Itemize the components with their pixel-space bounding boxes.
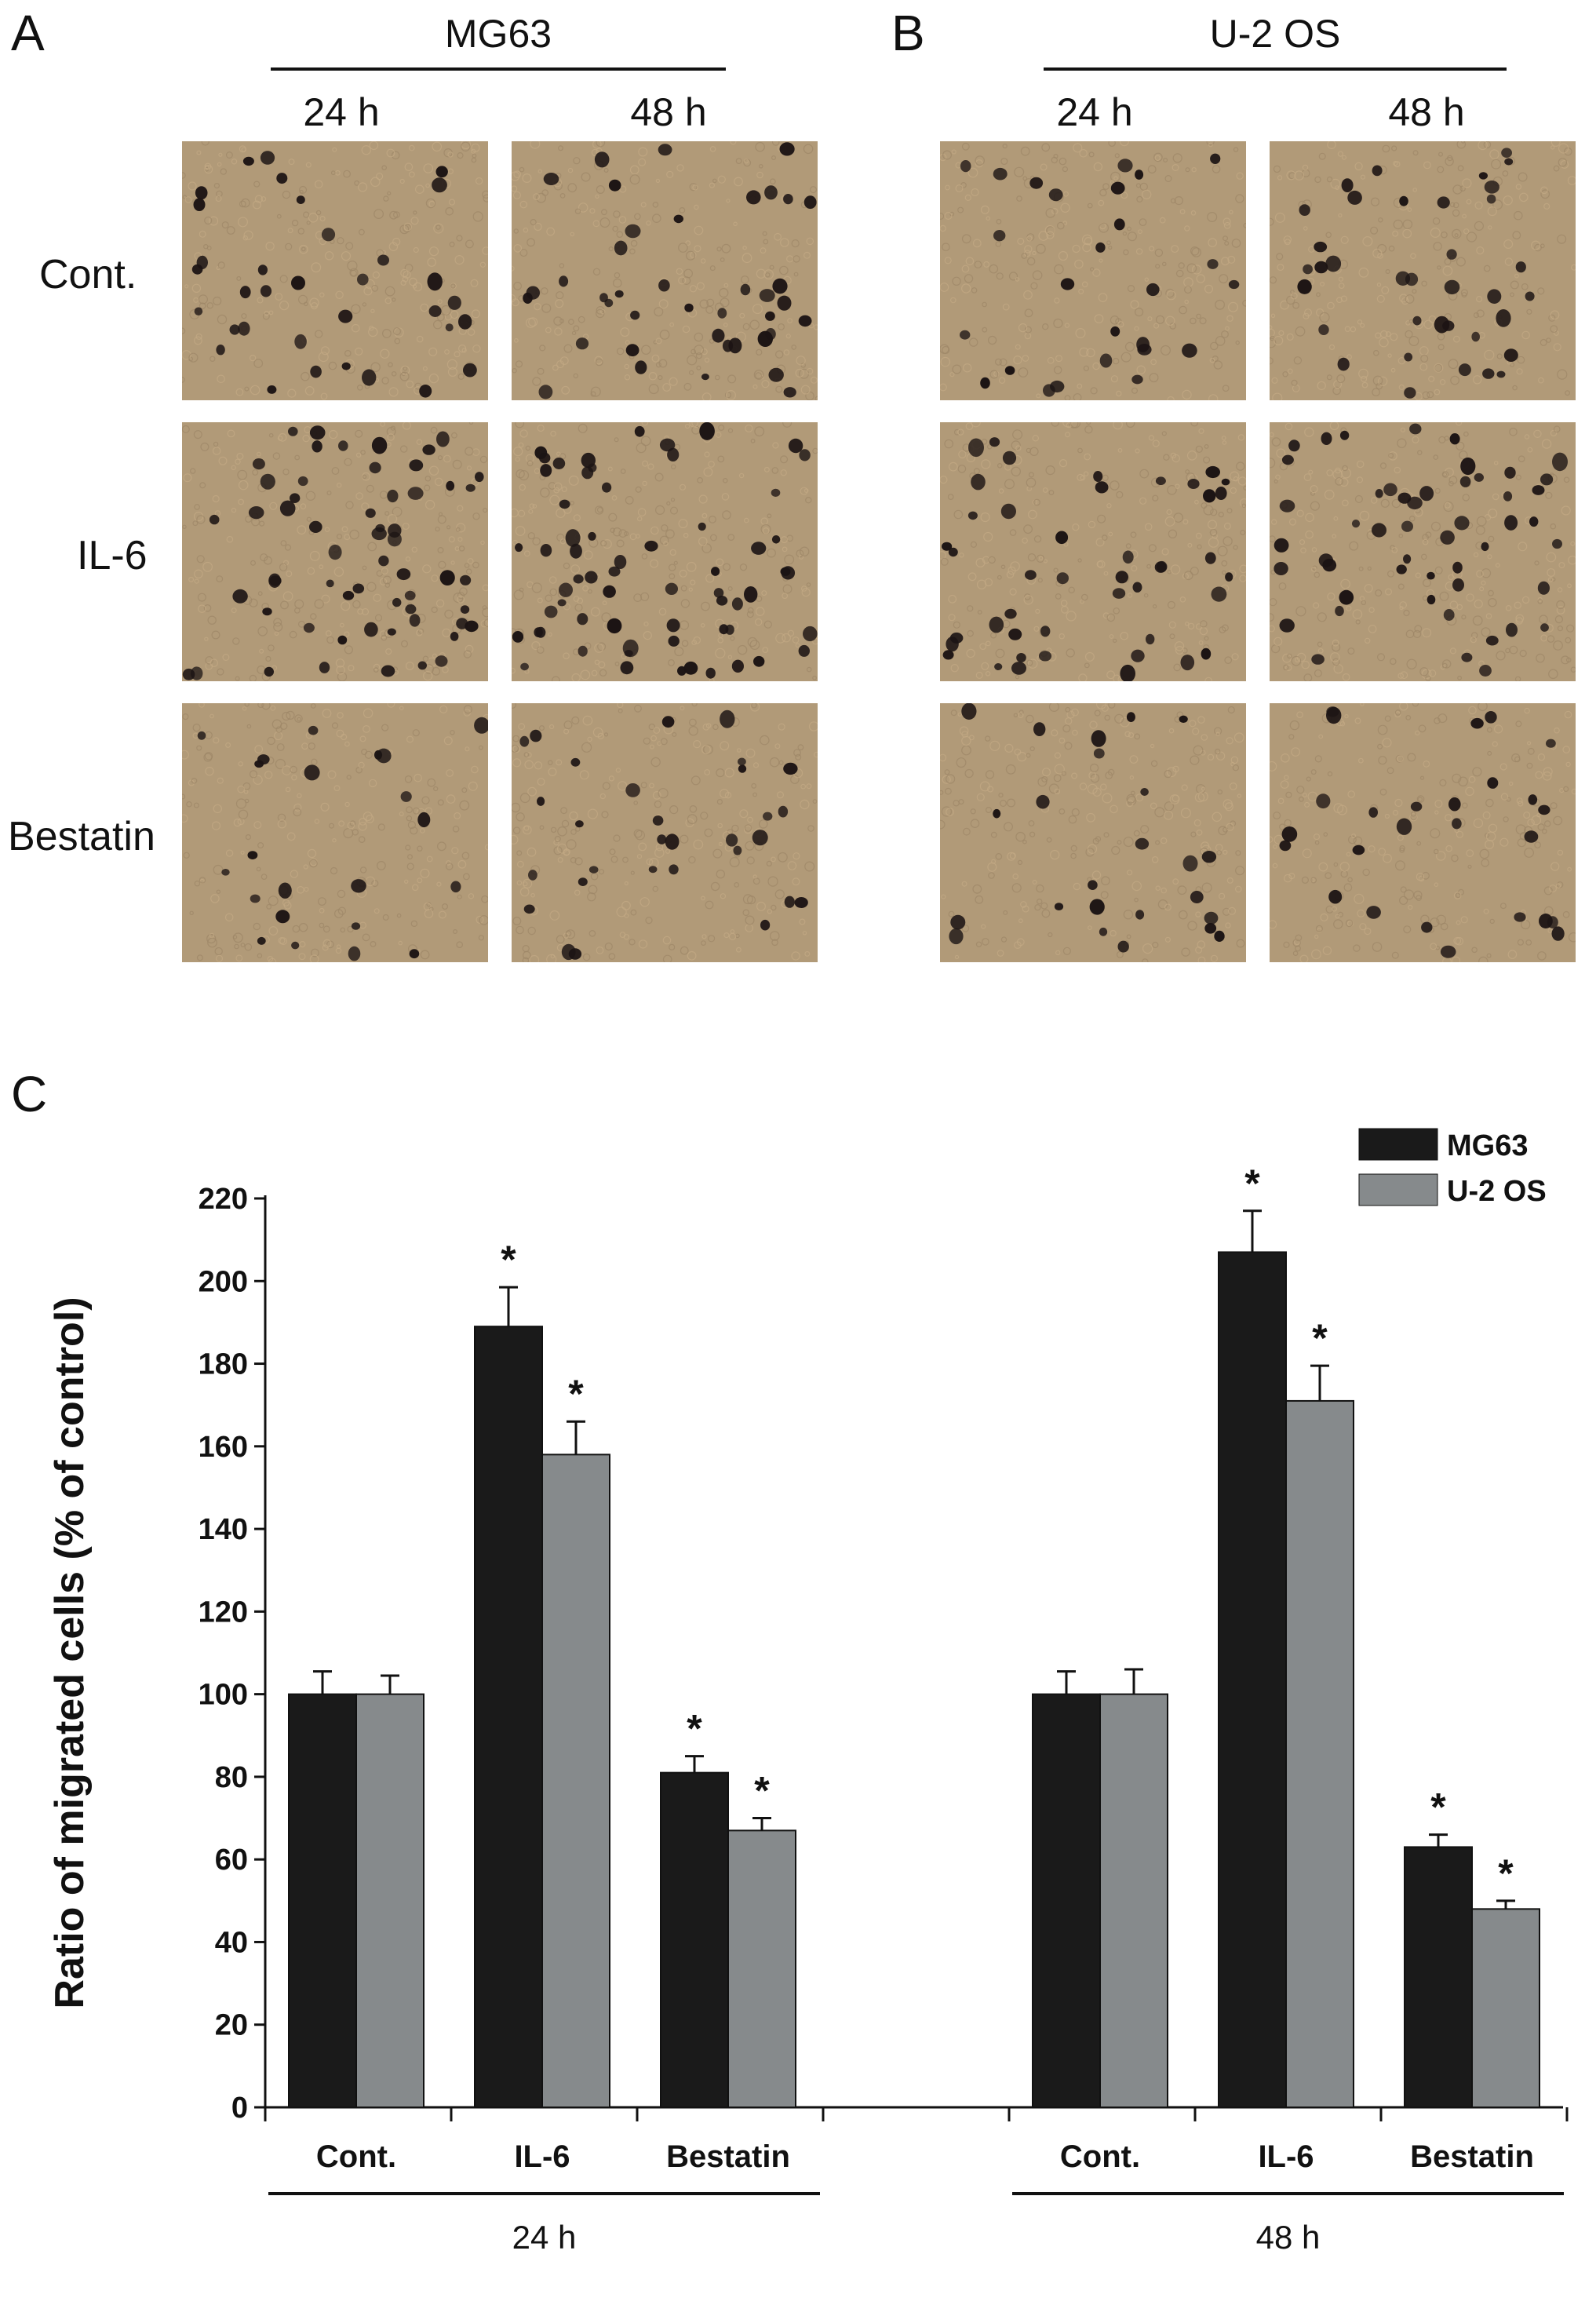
panel-a-time-48h: 48 h [630, 90, 707, 134]
micrograph-mg63-48h-cont [512, 141, 818, 400]
bar-u2os-bestatin-48h [1471, 1908, 1540, 2108]
significance-star: * [754, 1769, 770, 1813]
panel-b-letter: B [891, 5, 925, 61]
micrograph-image [182, 141, 488, 400]
migration-bar-chart: 0 20 40 60 80 100 120 140 160 180 200 220 Ratio of m… [47, 1128, 1569, 2256]
micrograph-mg63-48h-il6 [512, 422, 818, 681]
panel-b-time-48h: 48 h [1388, 90, 1465, 134]
bar-u2os-il6-48h [1285, 1399, 1354, 2109]
y-tick-label: 220 [199, 1183, 248, 1216]
significance-star: * [568, 1372, 584, 1416]
y-tick-label: 100 [199, 1679, 248, 1712]
panel-a-cell-line: MG63 [444, 12, 552, 56]
micrograph-mg63-48h-bestatin [512, 703, 818, 962]
legend-swatch [1358, 1128, 1438, 1161]
bar-mg63-il6-48h [1218, 1251, 1287, 2109]
y-tick-label: 60 [215, 1844, 248, 1877]
row-label-cont: Cont. [39, 252, 137, 297]
x-category-label: Cont. [1060, 2139, 1140, 2174]
micrograph-mg63-24h-bestatin [182, 703, 488, 962]
y-axis-title: Ratio of migrated cells (% of control) [47, 1297, 93, 2008]
y-tick-label: 40 [215, 1926, 248, 1959]
micrograph-image [182, 422, 488, 681]
panel-b-rule [1044, 67, 1507, 71]
micrograph-u2os-48h-cont [1270, 141, 1576, 400]
micrograph-image [512, 703, 818, 962]
y-tick-label: 180 [199, 1348, 248, 1381]
panel-a-time-24h: 24 h [303, 90, 380, 134]
micrograph-u2os-24h-il6 [940, 422, 1246, 681]
bar-mg63-il6-24h [474, 1326, 543, 2108]
significance-star: * [1244, 1162, 1260, 1206]
y-tick-label: 0 [231, 2092, 248, 2125]
bar-mg63-cont-24h [288, 1693, 357, 2108]
micrograph-image [1270, 422, 1576, 681]
bar-mg63-cont-48h [1032, 1693, 1101, 2108]
group-label: 48 h [1256, 2219, 1321, 2256]
bar-mg63-bestatin-48h [1404, 1846, 1473, 2109]
micrograph-image [182, 703, 488, 962]
group-label: 24 h [512, 2219, 577, 2256]
significance-star: * [1430, 1786, 1446, 1829]
panel-a-rule [271, 67, 726, 71]
y-tick-label: 160 [199, 1431, 248, 1464]
panel-c-letter: C [11, 1066, 48, 1122]
row-label-bestatin: Bestatin [8, 814, 155, 859]
bar-u2os-cont-24h [355, 1693, 425, 2108]
panel-a-letter: A [11, 5, 45, 61]
micrograph-u2os-48h-il6 [1270, 422, 1576, 681]
bar-u2os-cont-48h [1099, 1693, 1168, 2108]
bar-u2os-bestatin-24h [727, 1829, 796, 2108]
micrograph-mg63-24h-cont [182, 141, 488, 400]
legend-swatch [1358, 1173, 1438, 1206]
row-label-il6: IL-6 [77, 533, 148, 578]
micrograph-image [1270, 141, 1576, 400]
panel-b-time-24h: 24 h [1056, 90, 1133, 134]
micrograph-u2os-24h-cont [940, 141, 1246, 400]
micrograph-image [512, 422, 818, 681]
micrograph-image [940, 422, 1246, 681]
x-category-label: IL-6 [514, 2139, 570, 2174]
significance-star: * [1498, 1851, 1514, 1895]
y-tick-label: 140 [199, 1513, 248, 1546]
x-category-label: IL-6 [1258, 2139, 1314, 2174]
x-category-label: Cont. [316, 2139, 396, 2174]
legend-label: U-2 OS [1447, 1175, 1547, 1208]
legend-label: MG63 [1447, 1129, 1528, 1162]
bar-mg63-bestatin-24h [660, 1771, 729, 2108]
micrograph-u2os-48h-bestatin [1270, 703, 1576, 962]
x-category-label: Bestatin [1410, 2139, 1534, 2174]
panel-b-cell-line: U-2 OS [1209, 12, 1341, 56]
micrograph-image [940, 141, 1246, 400]
significance-star: * [501, 1238, 516, 1282]
x-category-label: Bestatin [666, 2139, 790, 2174]
micrograph-u2os-24h-bestatin [940, 703, 1246, 962]
y-tick-label: 120 [199, 1596, 248, 1629]
y-tick-label: 80 [215, 1761, 248, 1794]
bar-u2os-il6-24h [541, 1454, 610, 2108]
micrograph-mg63-24h-il6 [182, 422, 488, 681]
micrograph-image [512, 141, 818, 400]
micrograph-image [940, 703, 1246, 962]
significance-star: * [1312, 1316, 1328, 1360]
y-tick-label: 200 [199, 1265, 248, 1298]
y-tick-label: 20 [215, 2009, 248, 2042]
significance-star: * [687, 1707, 702, 1751]
micrograph-image [1270, 703, 1576, 962]
